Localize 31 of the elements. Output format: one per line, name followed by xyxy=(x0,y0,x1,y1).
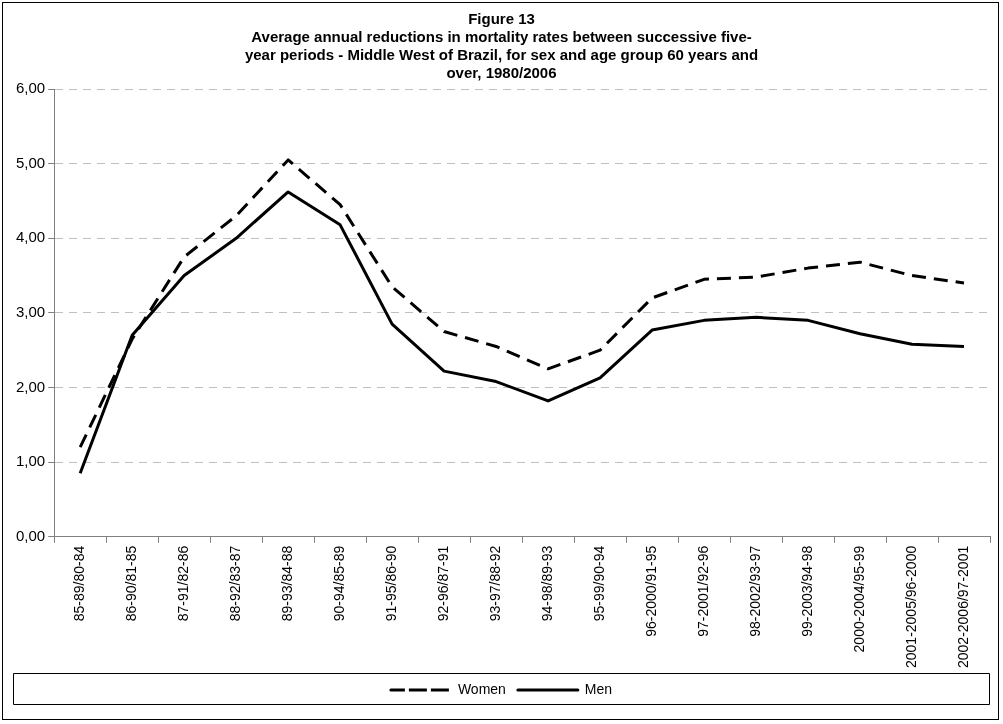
x-tick-label: 94-98/89-93 xyxy=(538,545,555,622)
x-tick-label: 90-94/85-89 xyxy=(330,545,347,622)
x-tick-label: 99-2003/94-98 xyxy=(798,545,815,637)
legend-label: Men xyxy=(584,680,613,697)
x-tick-label: 93-97/88-92 xyxy=(486,545,503,622)
y-tick-label: 1,00 xyxy=(15,452,46,470)
y-tick-label: 0,00 xyxy=(15,526,46,544)
y-tick-label: 2,00 xyxy=(15,377,46,395)
y-tick-label: 4,00 xyxy=(15,228,46,246)
x-tick-label: 98-2002/93-97 xyxy=(746,545,763,637)
y-tick-label: 5,00 xyxy=(15,153,46,171)
x-tick-label: 92-96/87-91 xyxy=(434,545,451,622)
x-tick-label: 91-95/86-90 xyxy=(382,545,399,622)
text: Average annual reductions in mortality rates between successive five- xyxy=(251,28,752,46)
x-tick-label: 88-92/83-87 xyxy=(227,545,244,622)
x-tick-label: 86-90/81-85 xyxy=(123,545,140,622)
y-tick-label: 3,00 xyxy=(15,303,46,321)
y-tick-label: 6,00 xyxy=(15,79,46,97)
x-tick-label: 87-91/82-86 xyxy=(175,545,192,622)
x-tick-label: 96-2000/91-95 xyxy=(642,545,659,637)
text: year periods - Middle West of Brazil, for sex and age group 60 years and xyxy=(244,46,759,64)
text: over, 1980/2006 xyxy=(446,64,557,82)
x-tick-label: 95-99/90-94 xyxy=(590,545,607,622)
legend-label: Women xyxy=(457,680,506,697)
x-tick-label: 2000-2004/95-99 xyxy=(850,545,867,653)
x-tick-label: 2001-2005/96-2000 xyxy=(902,545,919,669)
x-tick-label: 97-2001/92-96 xyxy=(694,545,711,637)
x-tick-label: 2002-2006/97-2001 xyxy=(954,545,971,669)
x-tick-label: 85-89/80-84 xyxy=(71,545,88,622)
text: Figure 13 xyxy=(468,10,535,28)
x-tick-label: 89-93/84-88 xyxy=(279,545,296,622)
